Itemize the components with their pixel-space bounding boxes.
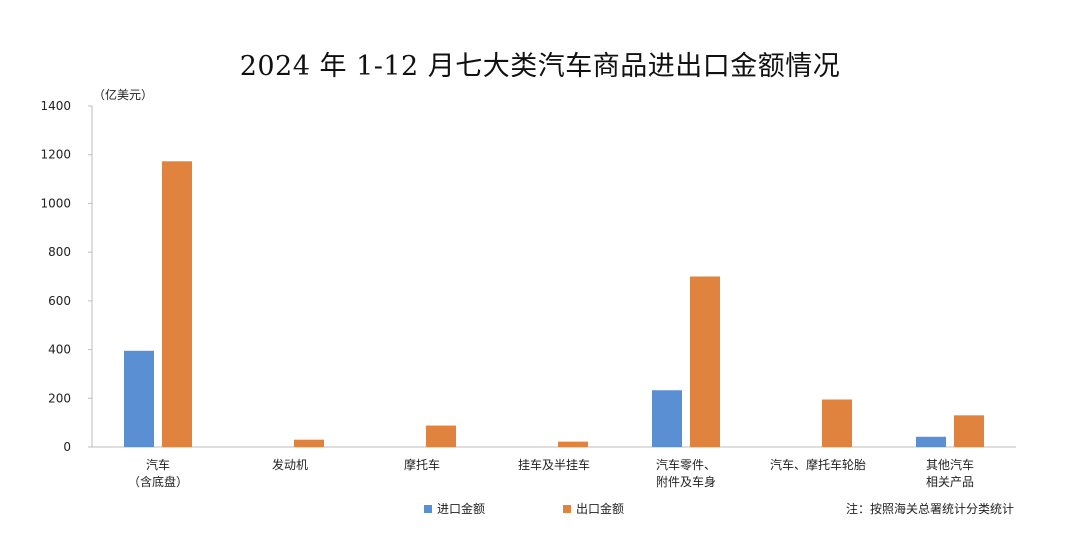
x-category-label: 汽车零件、附件及车身 (656, 457, 716, 489)
x-category-label-line: 相关产品 (926, 475, 974, 489)
x-category-label: 汽车 （含底盘） (128, 457, 188, 489)
x-category-label: 汽车、摩托车轮胎 (770, 457, 866, 472)
x-category-label: 摩托车 (404, 457, 440, 472)
bar-import (916, 436, 946, 447)
x-category-label-line: 挂车及半挂车 (518, 457, 590, 472)
chart-title: 2024 年 1-12 月七大类汽车商品进出口金额情况 (239, 51, 841, 82)
y-tick-label: 1000 (40, 196, 71, 210)
y-tick-label: 1200 (40, 148, 71, 162)
y-axis-unit-label: （亿美元） (93, 88, 154, 102)
x-category-label-line: 其他汽车 (926, 457, 974, 472)
y-tick-label: 600 (48, 294, 71, 308)
bar-export (690, 276, 720, 447)
x-category-label-line: 发动机 (272, 457, 308, 472)
x-category-label: 发动机 (272, 457, 308, 472)
y-tick-label: 400 (48, 343, 71, 357)
bar-export (822, 399, 852, 447)
x-category-label-line: 摩托车 (404, 457, 440, 472)
bars (124, 161, 984, 447)
legend-label-import: 进口金额 (437, 502, 486, 516)
y-tick-label: 800 (48, 245, 71, 259)
y-tick-label: 200 (48, 391, 71, 405)
x-category-label: 挂车及半挂车 (518, 457, 590, 472)
bar-export (954, 415, 984, 447)
y-tick-labels: 0 200 400 600 800 1000 1200 1400 (40, 99, 71, 454)
x-category-labels: 汽车 （含底盘） 发动机 摩托车 挂车及半挂车 汽车零件、附件及车身 汽车、摩托车轮胎 其他汽… (128, 457, 974, 489)
bar-export (558, 441, 588, 447)
bar-export (294, 439, 324, 447)
legend: 进口金额 出口金额 (424, 500, 624, 517)
bar-import (124, 350, 154, 447)
legend-item-export: 出口金额 (563, 500, 624, 517)
axes (88, 105, 1016, 448)
y-tick-label: 0 (63, 440, 71, 454)
x-category-label-line: 汽车、摩托车轮胎 (770, 457, 866, 472)
legend-swatch-export (563, 504, 572, 513)
x-category-label-line: 汽车 (146, 457, 170, 472)
x-category-label-line: 附件及车身 (656, 474, 716, 489)
legend-swatch-import (424, 504, 432, 513)
y-tick-label: 1400 (40, 99, 71, 113)
source-note: 注：按照海关总署统计分类统计 (845, 502, 1014, 516)
bar-export (426, 425, 456, 447)
bar-import (652, 390, 682, 447)
bar-export (162, 161, 192, 447)
legend-item-import: 进口金额 (424, 500, 485, 517)
legend-label-export: 出口金额 (576, 502, 625, 516)
x-category-label-line: 汽车零件、 (656, 457, 716, 472)
x-category-label-line: （含底盘） (128, 474, 188, 489)
x-category-label: 其他汽车相关产品 (926, 457, 974, 489)
